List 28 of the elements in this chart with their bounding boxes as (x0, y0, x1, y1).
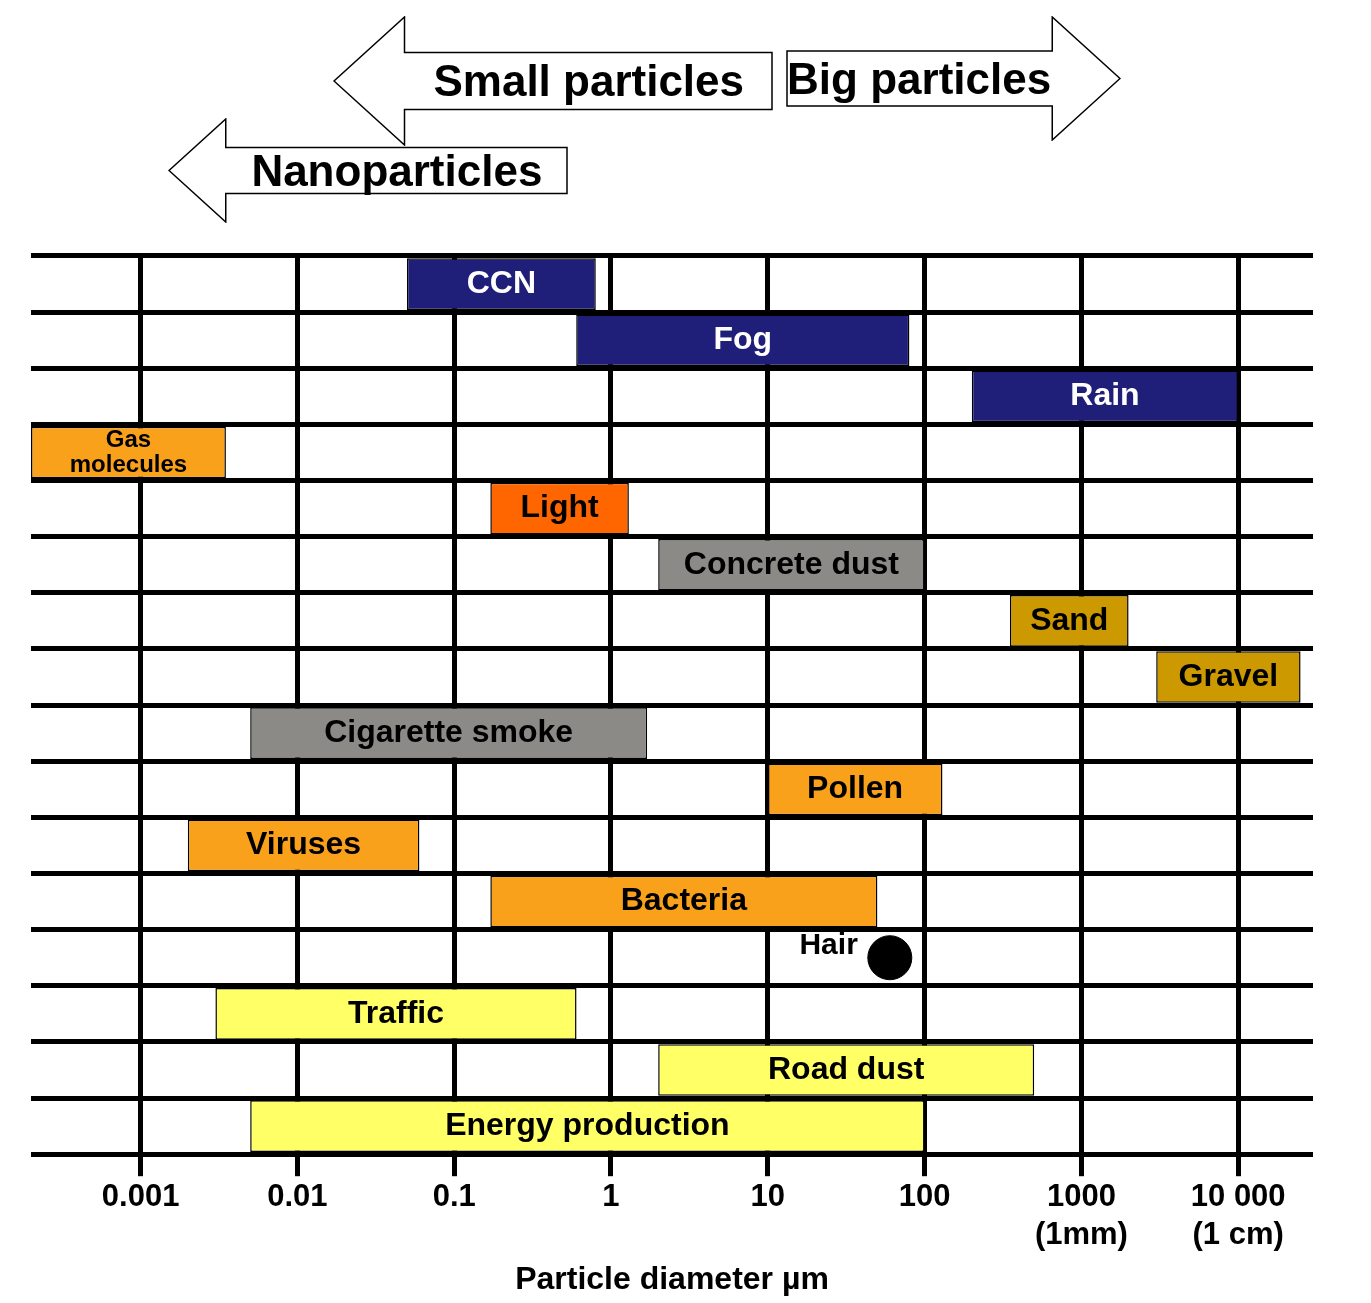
y-tick-label: Rain (1070, 376, 1140, 413)
text: Small particles (432, 55, 746, 107)
y-tick-label: Fog (713, 320, 773, 357)
y-tick-label: CCN (466, 263, 537, 300)
y-tick-label: Gravel (1178, 656, 1279, 693)
y-tick-label: Cigarette smoke (324, 713, 574, 749)
x-tick-label: 1000 (1mm) (1034, 1178, 1128, 1251)
y-tick-label: Traffic (347, 993, 444, 1030)
y-tick-label: Bacteria (620, 881, 748, 918)
x-tick-label: 10 000 (1 cm) (1190, 1178, 1286, 1251)
y-tick-label: Road dust (767, 1049, 925, 1086)
y-tick-label: Hair (799, 926, 859, 960)
x-tick-label: 0.01 (267, 1178, 328, 1214)
x-tick-label: 0.001 (101, 1178, 180, 1214)
y-tick-label: Sand (1030, 600, 1109, 637)
y-tick-label: Pollen (807, 769, 904, 806)
y-tick-label: Concrete dust (683, 544, 900, 581)
y-tick-label: Gas molecules (69, 424, 188, 477)
x-axis-title: Particle diameter µm (515, 1259, 829, 1296)
y-tick-label: Viruses (246, 825, 362, 862)
x-tick-label: 100 (898, 1178, 951, 1214)
y-tick-label: Light (520, 488, 600, 525)
x-tick-label: 10 (750, 1178, 786, 1214)
x-tick-label: 0.1 (432, 1178, 476, 1214)
text: Nanoparticles (250, 144, 544, 197)
text: Big particles (786, 52, 1053, 105)
x-tick-label: 1 (602, 1178, 620, 1214)
y-tick-label: Energy production (445, 1105, 730, 1142)
